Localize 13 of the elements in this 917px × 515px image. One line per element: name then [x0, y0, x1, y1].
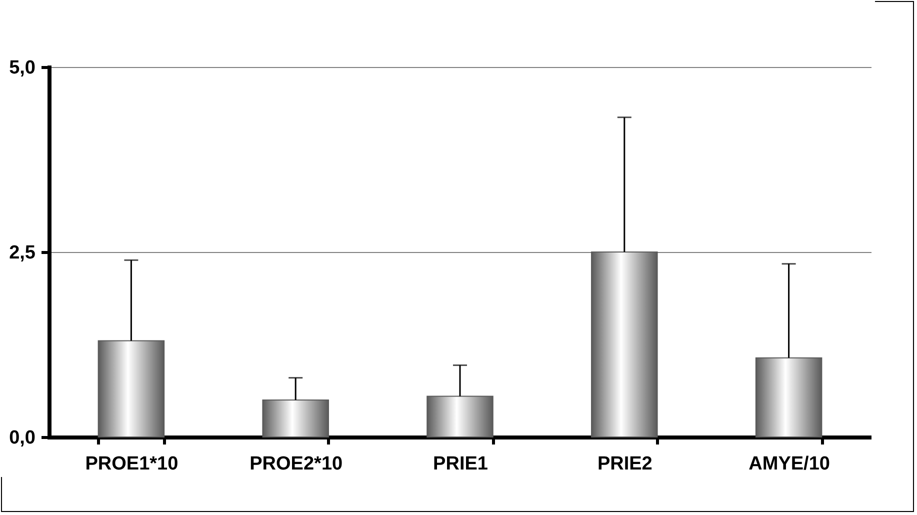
x-tick-label: PROE2*10	[250, 454, 343, 474]
bar	[262, 400, 329, 438]
bar	[755, 357, 822, 438]
x-tick-label: PRIE2	[597, 454, 652, 474]
x-tick-label: AMYE/10	[748, 454, 830, 474]
bar	[426, 396, 494, 438]
y-tick-label: 2,5	[9, 242, 36, 264]
x-tick-label: PRIE1	[433, 454, 488, 474]
y-tick-label: 0,0	[9, 428, 36, 448]
bar	[98, 340, 165, 438]
y-tick-label: 5,0	[9, 58, 36, 78]
x-tick-label: PROE1*10	[85, 454, 178, 474]
bar	[591, 252, 658, 438]
